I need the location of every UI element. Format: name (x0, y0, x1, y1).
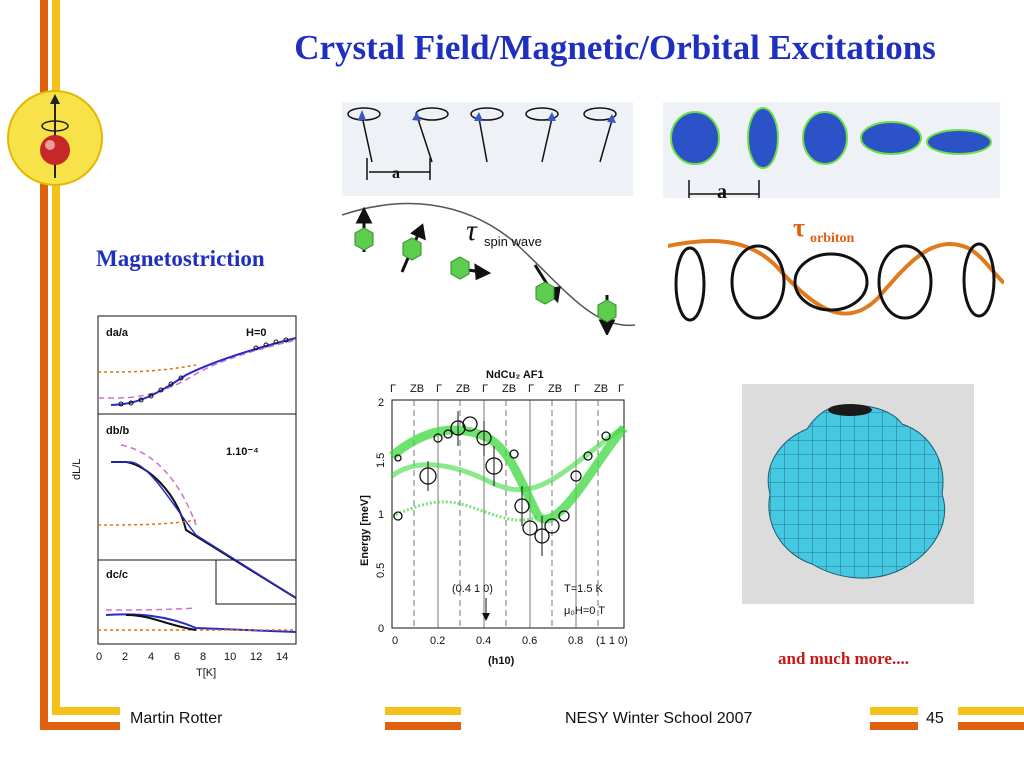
ytick-2: 2 (378, 397, 384, 409)
top-label-4: Γ (482, 383, 488, 395)
panel-annotation-scale: 1.10⁻⁴ (226, 446, 259, 458)
top-label-8: Γ (574, 383, 580, 395)
xtick-10: 10 (224, 651, 236, 663)
footer-page-number: 45 (926, 710, 944, 727)
xtick-6: 6 (174, 651, 180, 663)
xtick-14: 14 (276, 651, 288, 663)
top-label-6: Γ (528, 383, 534, 395)
magnetostriction-ylabel: dL/L (71, 459, 83, 480)
dxtick-02: 0.2 (430, 635, 445, 647)
xtick-0: 0 (96, 651, 102, 663)
spin-precession-panel: a (342, 102, 633, 196)
spin-wave-panel: τ spin wave (342, 202, 635, 335)
and-much-more-caption: and much more.... (778, 649, 909, 668)
top-label-9: ZB (594, 383, 608, 395)
dxtick-0: 0 (392, 635, 398, 647)
top-labels: Γ ZB Γ ZB Γ ZB Γ ZB Γ ZB Γ (390, 383, 624, 395)
top-label-10: Γ (618, 383, 624, 395)
xtick-4: 4 (148, 651, 154, 663)
top-label-1: ZB (410, 383, 424, 395)
dispersion-h-annotation: μ₀H=0 T (564, 605, 605, 617)
orbiton-wave-panel: τ orbiton (668, 218, 1004, 322)
dxtick-06: 0.6 (522, 635, 537, 647)
dispersion-q-annotation: (0.4 1 0) (452, 583, 493, 595)
magnetostriction-xlabel: T[K] (196, 667, 216, 679)
spin-logo (7, 90, 103, 186)
dxtick-04: 0.4 (476, 635, 491, 647)
dispersion-t-annotation: T=1.5 K (564, 583, 603, 595)
dispersion-yticks: 0 0.5 1 1.5 2 (375, 397, 387, 635)
ytick-0: 0 (378, 623, 384, 635)
top-label-7: ZB (548, 383, 562, 395)
dispersion-xlabel: (h10) (488, 655, 515, 667)
panel-label-db: db/b (106, 425, 129, 437)
ytick-1: 1 (378, 509, 384, 521)
xtick-12: 12 (250, 651, 262, 663)
spin-wave-tau-subscript: spin wave (484, 234, 542, 249)
top-label-0: Γ (390, 383, 396, 395)
magnetostriction-xticks: 0 2 4 6 8 10 12 14 (96, 651, 288, 663)
dispersion-title: NdCu₂ AF1 (486, 369, 544, 381)
dispersion-ylabel: Energy [meV] (359, 495, 371, 566)
panel-label-dc: dc/c (106, 569, 128, 581)
orbiton-tau-subscript: orbiton (810, 231, 855, 246)
charge-density-3d-shape (742, 384, 974, 604)
magnetostriction-label: Magnetostriction (96, 246, 265, 271)
top-label-2: Γ (436, 383, 442, 395)
orbital-lattice-a-label: a (717, 181, 727, 198)
dxtick-08: 0.8 (568, 635, 583, 647)
footer-event: NESY Winter School 2007 (565, 710, 753, 727)
magnetostriction-chart: da/a H=0 db/b 1.10⁻⁴ dc/c dL/L 0 2 4 6 8… (71, 315, 297, 679)
orbital-ellipsoids-panel: a (663, 102, 1000, 198)
footer-author: Martin Rotter (130, 710, 223, 727)
ytick-15: 1.5 (375, 453, 387, 468)
xtick-2: 2 (122, 651, 128, 663)
spin-wave-tau-symbol: τ (466, 214, 478, 247)
panel-annotation-h: H=0 (246, 327, 267, 339)
orbiton-tau-symbol: τ (793, 218, 805, 242)
slide-title: Crystal Field/Magnetic/Orbital Excitatio… (294, 28, 936, 67)
dispersion-xticks: 0 0.2 0.4 0.6 0.8 (392, 635, 583, 647)
dispersion-end-label: (1 1 0) (596, 635, 628, 647)
top-label-5: ZB (502, 383, 516, 395)
spin-lattice-a-label: a (392, 165, 400, 182)
xtick-8: 8 (200, 651, 206, 663)
panel-label-da: da/a (106, 327, 129, 339)
dispersion-chart: NdCu₂ AF1 Γ ZB Γ ZB Γ ZB Γ ZB Γ ZB Γ (359, 369, 628, 667)
top-label-3: ZB (456, 383, 470, 395)
ytick-05: 0.5 (375, 563, 387, 578)
